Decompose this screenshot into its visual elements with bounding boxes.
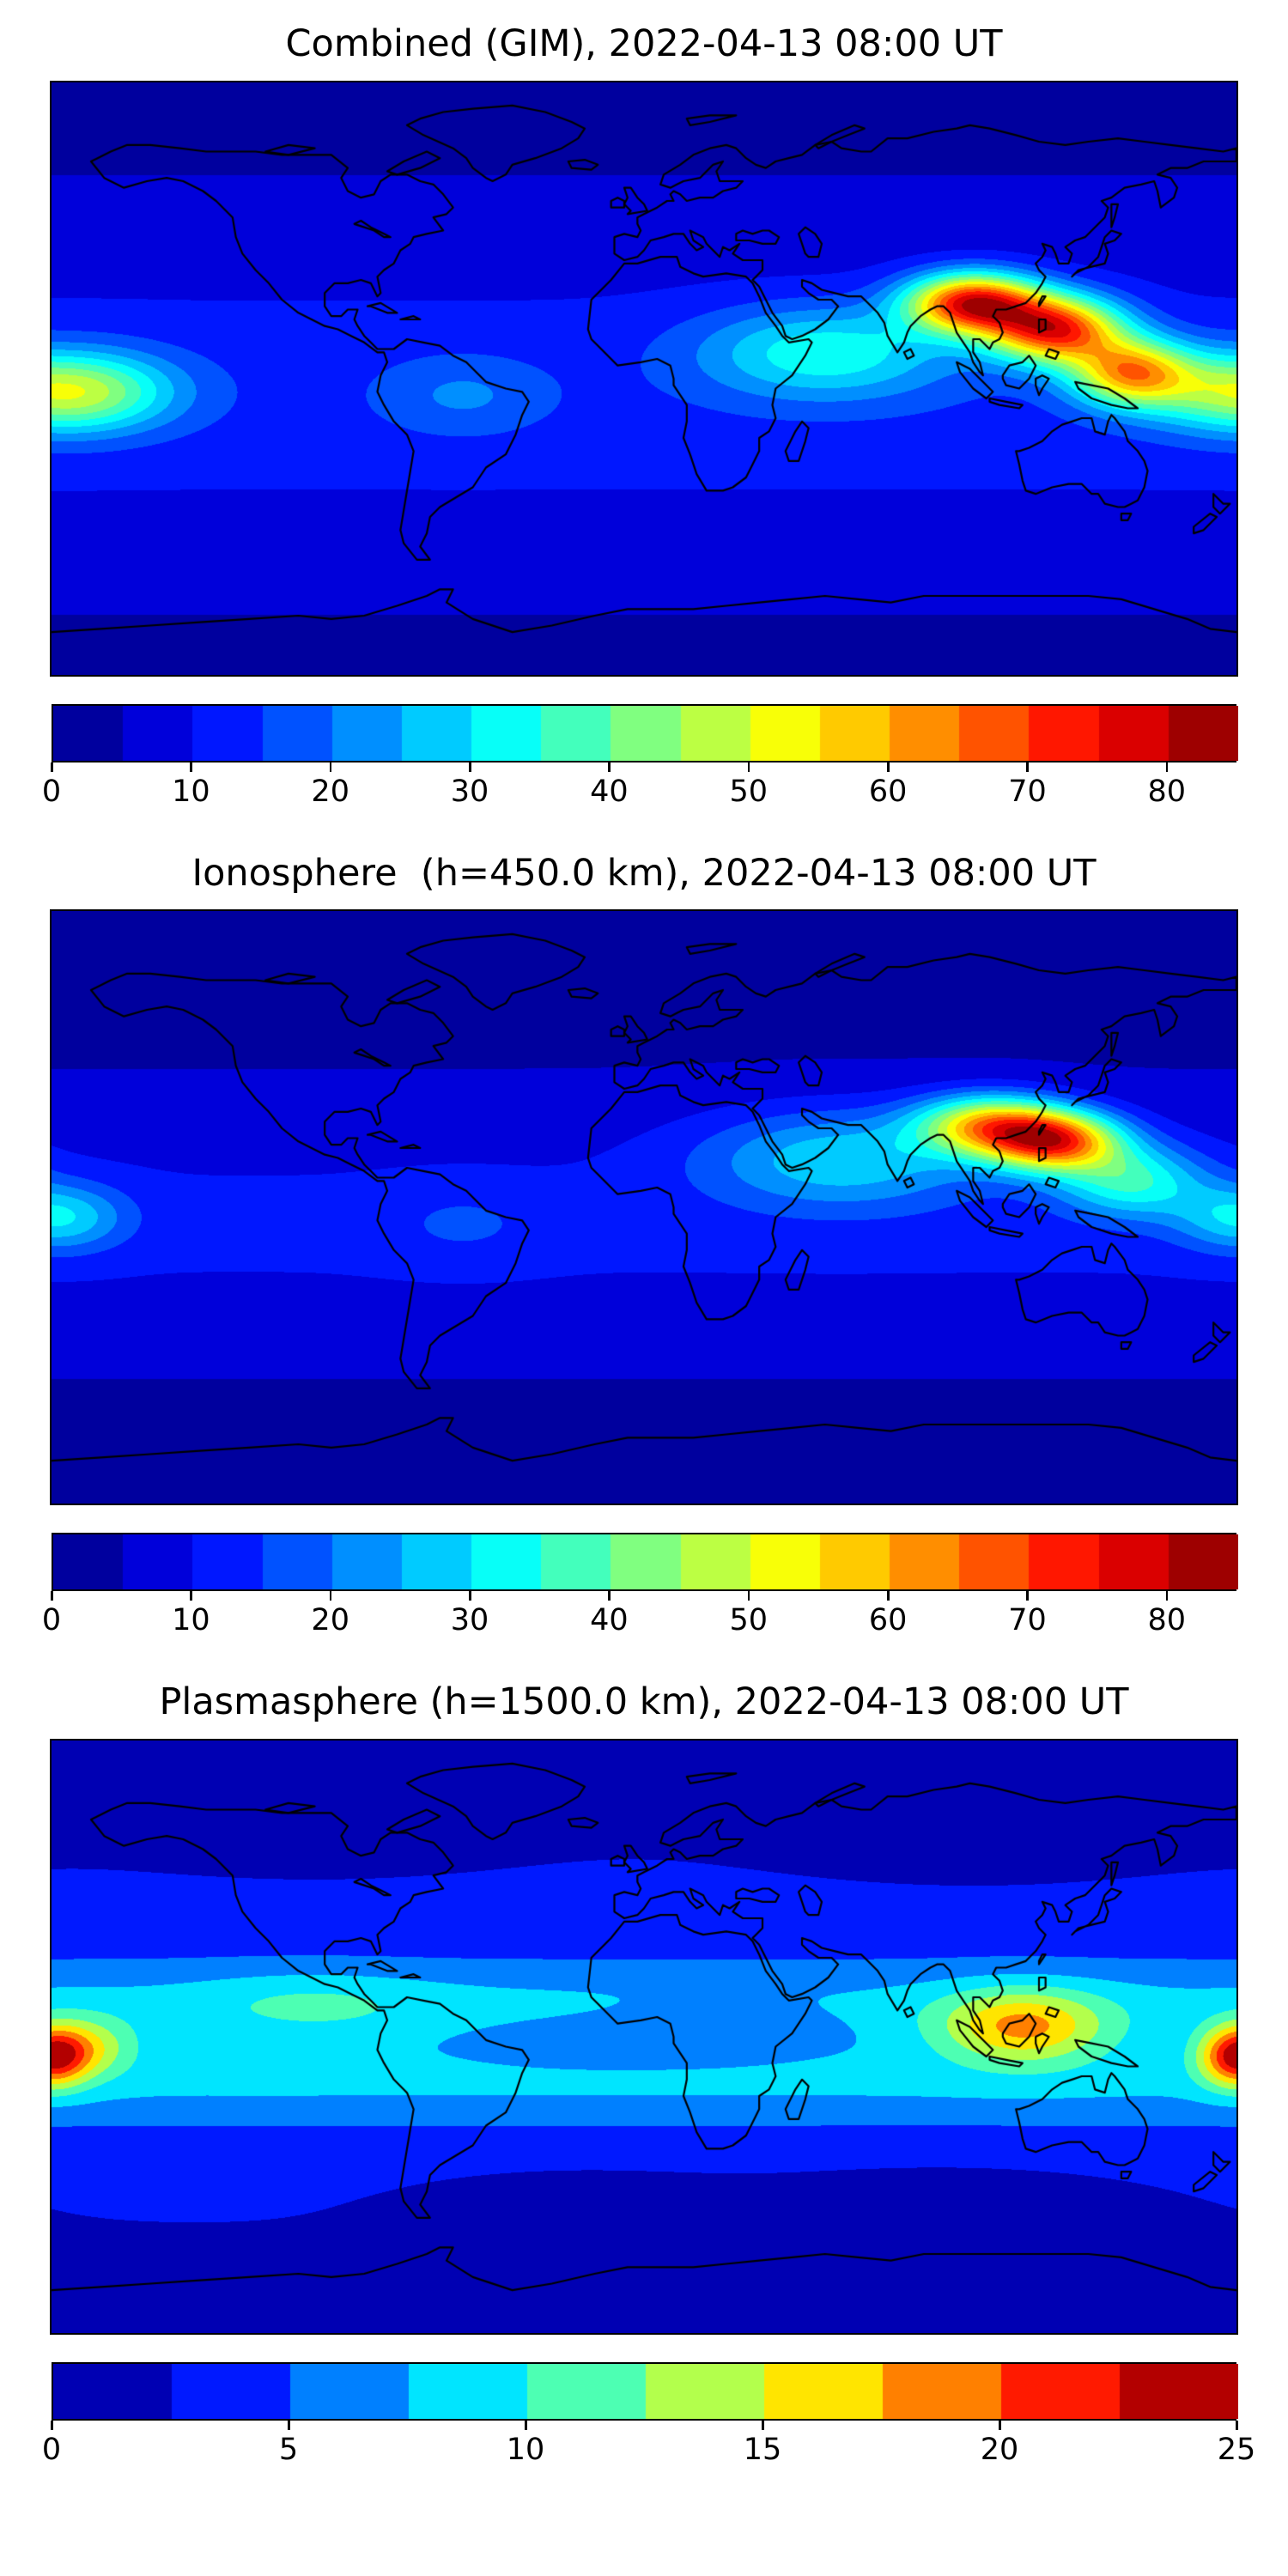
colorbar-tick-label: 20 <box>311 774 349 809</box>
colorbar-tick-mark <box>887 1591 890 1601</box>
colorbar-tick-label: 20 <box>311 1603 349 1638</box>
world-map-frame-combined <box>50 80 1238 677</box>
colorbar-tick-label: 60 <box>868 774 908 809</box>
colorbar-tick-mark <box>762 2420 764 2430</box>
colorbar-tick-label: 70 <box>1008 1603 1047 1638</box>
panel-title-plasmasphere: Plasmasphere (h=1500.0 km), 2022-04-13 0… <box>159 1680 1129 1724</box>
colorbar-tick-mark <box>608 1591 611 1601</box>
colorbar-tick-label: 40 <box>590 774 629 809</box>
colorbar-tick-mark <box>1026 762 1029 772</box>
colorbar-plasmasphere: 0 5 10 15 20 25 <box>42 2361 1255 2470</box>
colorbar-tick-mark <box>1026 1591 1029 1601</box>
world-map-canvas-combined <box>52 82 1236 675</box>
colorbar-tick-mark <box>1236 2420 1238 2430</box>
colorbar-canvas-plasmasphere <box>53 2363 1238 2419</box>
colorbar-ticks-ionosphere: 0 10 20 30 40 50 60 70 80 <box>42 1591 1236 1641</box>
colorbar-tick-label: 20 <box>980 2432 1019 2467</box>
colorbar-tick-mark <box>1165 762 1169 772</box>
colorbar-tick-label: 50 <box>729 774 769 809</box>
colorbar-tick-mark <box>51 2420 53 2430</box>
colorbar-tick-label: 60 <box>868 1603 908 1638</box>
colorbar-tick-mark <box>747 762 750 772</box>
panel-title-combined: Combined (GIM), 2022-04-13 08:00 UT <box>285 22 1003 65</box>
panel-ionosphere: Ionosphere (h=450.0 km), 2022-04-13 08:0… <box>0 852 1288 1642</box>
colorbar-tick-mark <box>608 762 611 772</box>
colorbar-tick-mark <box>1165 1591 1169 1601</box>
colorbar-frame-plasmasphere <box>52 2361 1238 2421</box>
colorbar-tick-mark <box>747 1591 750 1601</box>
world-map-canvas-ionosphere <box>52 911 1236 1504</box>
colorbar-tick-label: 0 <box>41 1603 62 1638</box>
colorbar-tick-mark <box>51 1591 53 1601</box>
colorbar-combined: 0 10 20 30 40 50 60 70 80 <box>42 703 1238 812</box>
colorbar-tick-mark <box>329 1591 332 1601</box>
colorbar-tick-mark <box>525 2420 527 2430</box>
colorbar-ticks-combined: 0 10 20 30 40 50 60 70 80 <box>42 762 1236 812</box>
colorbar-tick-label: 80 <box>1147 774 1187 809</box>
colorbar-tick-label: 0 <box>41 2432 62 2467</box>
colorbar-frame-combined <box>52 703 1238 762</box>
colorbar-ionosphere: 0 10 20 30 40 50 60 70 80 <box>42 1533 1238 1641</box>
colorbar-tick-mark <box>288 2420 290 2430</box>
colorbar-tick-label: 40 <box>590 1603 629 1638</box>
colorbar-tick-label: 50 <box>729 1603 769 1638</box>
panel-plasmasphere: Plasmasphere (h=1500.0 km), 2022-04-13 0… <box>0 1680 1288 2470</box>
world-map-frame-ionosphere <box>50 909 1238 1506</box>
colorbar-tick-mark <box>469 762 471 772</box>
figure-root: Combined (GIM), 2022-04-13 08:00 UT 0 10 2… <box>0 22 1288 2470</box>
colorbar-tick-label: 15 <box>743 2432 782 2467</box>
world-map-canvas-plasmasphere <box>52 1740 1236 2333</box>
colorbar-tick-label: 30 <box>450 1603 489 1638</box>
colorbar-tick-mark <box>469 1591 471 1601</box>
colorbar-tick-mark <box>887 762 890 772</box>
colorbar-tick-mark <box>51 762 53 772</box>
colorbar-canvas-ionosphere <box>53 1534 1238 1590</box>
world-map-frame-plasmasphere <box>50 1738 1238 2335</box>
colorbar-tick-label: 10 <box>172 774 210 809</box>
panel-combined-gim: Combined (GIM), 2022-04-13 08:00 UT 0 10 2… <box>0 22 1288 812</box>
colorbar-tick-mark <box>190 1591 192 1601</box>
colorbar-tick-label: 25 <box>1217 2432 1256 2467</box>
colorbar-tick-label: 10 <box>506 2432 545 2467</box>
colorbar-frame-ionosphere <box>52 1533 1238 1592</box>
panel-title-ionosphere: Ionosphere (h=450.0 km), 2022-04-13 08:0… <box>191 851 1097 895</box>
colorbar-ticks-plasmasphere: 0 5 10 15 20 25 <box>42 2420 1255 2470</box>
colorbar-tick-mark <box>190 762 192 772</box>
colorbar-tick-mark <box>999 2420 1001 2430</box>
colorbar-tick-label: 70 <box>1008 774 1047 809</box>
colorbar-tick-label: 0 <box>41 774 62 809</box>
colorbar-tick-mark <box>329 762 332 772</box>
colorbar-tick-label: 5 <box>278 2432 299 2467</box>
colorbar-tick-label: 30 <box>450 774 489 809</box>
colorbar-tick-label: 80 <box>1147 1603 1187 1638</box>
colorbar-tick-label: 10 <box>172 1603 210 1638</box>
colorbar-canvas-combined <box>53 705 1238 761</box>
